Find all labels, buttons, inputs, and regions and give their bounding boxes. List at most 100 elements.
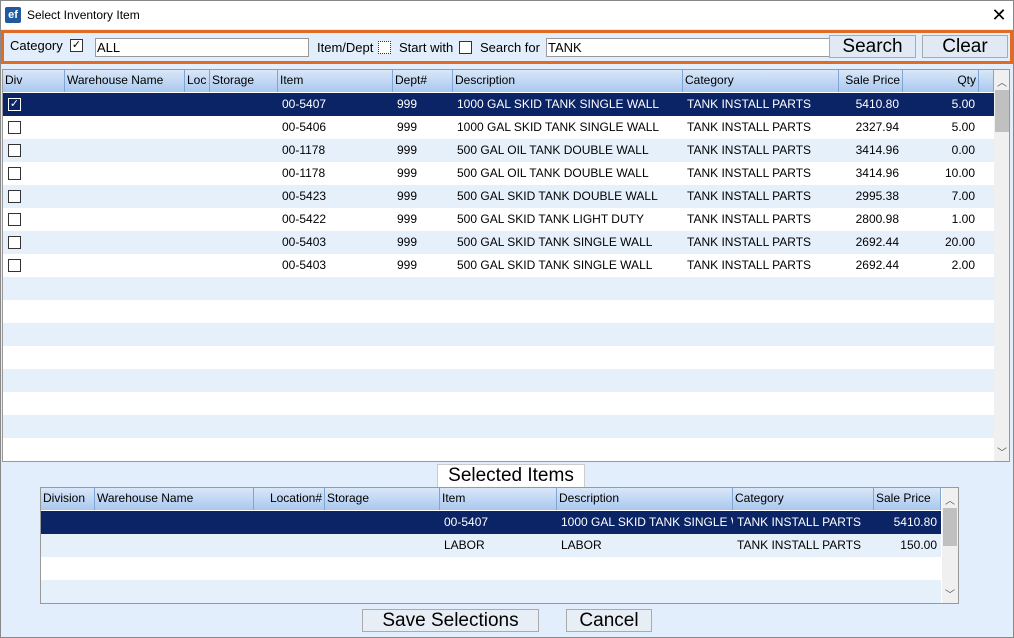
cell-dept: 999: [397, 166, 418, 180]
cell-category: TANK INSTALL PARTS: [687, 212, 812, 226]
table-row[interactable]: 00-5403 999 500 GAL SKID TANK SINGLE WALL T…: [3, 231, 994, 254]
cell-price: 5410.80: [855, 97, 899, 111]
scroll-thumb[interactable]: [943, 508, 957, 546]
table-row[interactable]: ✓ 00-5407 999 1000 GAL SKID TANK SINGLE WAL…: [3, 93, 994, 116]
column-header-loc[interactable]: Loc: [185, 70, 210, 92]
cell-price: 2995.38: [855, 189, 899, 203]
cell-qty: 20.00: [944, 235, 975, 249]
cell-price: 5410.80: [893, 515, 937, 529]
table-row[interactable]: 00-1178 999 500 GAL OIL TANK DOUBLE WALL TA…: [3, 139, 994, 162]
table-row[interactable]: 00-5407 1000 GAL SKID TANK SINGLE WALL TAN…: [41, 511, 941, 534]
empty-row: [3, 369, 994, 392]
cell-qty: 5.00: [951, 97, 975, 111]
column-header-sale-price[interactable]: Sale Price: [839, 70, 903, 92]
column-header-category[interactable]: Category: [733, 488, 874, 510]
table-row[interactable]: 00-5403 999 500 GAL SKID TANK SINGLE WALL T…: [3, 254, 994, 277]
scroll-thumb[interactable]: [995, 90, 1009, 132]
search-button[interactable]: Search: [829, 35, 916, 58]
scroll-down-icon[interactable]: ﹀: [945, 590, 955, 601]
cell-qty: 7.00: [951, 189, 975, 203]
cell-dept: 999: [397, 97, 418, 111]
category-input[interactable]: ALL: [95, 38, 309, 57]
cell-category: TANK INSTALL PARTS: [687, 120, 812, 134]
empty-row: [3, 392, 994, 415]
row-checkbox[interactable]: [8, 144, 21, 157]
cell-qty: 5.00: [951, 120, 975, 134]
column-header-sale-price[interactable]: Sale Price: [874, 488, 941, 510]
cell-price: 2692.44: [855, 235, 899, 249]
cancel-button[interactable]: Cancel: [566, 609, 652, 632]
row-checkbox[interactable]: ✓: [8, 98, 21, 111]
empty-row: [3, 323, 994, 346]
table-row[interactable]: 00-5406 999 1000 GAL SKID TANK SINGLE WALL…: [3, 116, 994, 139]
cell-description: 1000 GAL SKID TANK SINGLE WALL: [457, 97, 660, 111]
scroll-up-icon[interactable]: ︿: [997, 78, 1007, 89]
category-checkbox[interactable]: ✓: [70, 39, 83, 52]
category-label: Category: [10, 38, 63, 53]
empty-row: [41, 557, 941, 580]
column-header-warehouse-name[interactable]: Warehouse Name: [65, 70, 185, 92]
startwith-checkbox[interactable]: [459, 41, 472, 54]
cell-category: TANK INSTALL PARTS: [737, 538, 862, 552]
selected-scrollbar[interactable]: ︿ ﹀: [942, 488, 958, 603]
empty-row: [3, 300, 994, 323]
cell-item: 00-5423: [282, 189, 327, 203]
cell-item: 00-5422: [282, 212, 327, 226]
column-header-location-[interactable]: Location#: [254, 488, 325, 510]
cell-description: 500 GAL SKID TANK LIGHT DUTY: [457, 212, 644, 226]
cell-qty: 10.00: [944, 166, 975, 180]
column-header-dept-[interactable]: Dept#: [393, 70, 453, 92]
column-header-item[interactable]: Item: [278, 70, 393, 92]
cell-item: 00-5406: [282, 120, 327, 134]
column-header-division[interactable]: Division: [41, 488, 95, 510]
cell-category: TANK INSTALL PARTS: [687, 143, 812, 157]
cell-qty: 0.00: [951, 143, 975, 157]
close-icon[interactable]: ✕: [991, 5, 1007, 25]
scroll-down-icon[interactable]: ﹀: [997, 448, 1007, 459]
searchfor-label: Search for: [480, 40, 540, 55]
row-checkbox[interactable]: [8, 236, 21, 249]
cell-price: 2327.94: [855, 120, 899, 134]
itemdept-checkbox[interactable]: [378, 41, 391, 54]
table-row[interactable]: 00-5423 999 500 GAL SKID TANK DOUBLE WALL T…: [3, 185, 994, 208]
cell-dept: 999: [397, 235, 418, 249]
column-header-item[interactable]: Item: [440, 488, 557, 510]
cell-description: 500 GAL OIL TANK DOUBLE WALL: [457, 143, 649, 157]
save-selections-button[interactable]: Save Selections: [362, 609, 539, 632]
search-input[interactable]: TANK: [546, 38, 831, 57]
cell-qty: 1.00: [951, 212, 975, 226]
app-logo-icon: ef: [5, 7, 21, 23]
scroll-up-icon[interactable]: ︿: [945, 496, 955, 507]
row-checkbox[interactable]: [8, 259, 21, 272]
cell-price: 2692.44: [855, 258, 899, 272]
row-checkbox[interactable]: [8, 213, 21, 226]
table-row[interactable]: LABOR LABOR TANK INSTALL PARTS 150.00: [41, 534, 941, 557]
cell-item: 00-5407: [444, 515, 489, 529]
column-header-storage[interactable]: Storage: [325, 488, 440, 510]
cell-price: 3414.96: [855, 166, 899, 180]
startwith-label: Start with: [399, 40, 454, 55]
cell-dept: 999: [397, 120, 418, 134]
column-header-div[interactable]: Div: [3, 70, 65, 92]
row-checkbox[interactable]: [8, 121, 21, 134]
results-scrollbar[interactable]: ︿ ﹀: [994, 70, 1009, 461]
column-header-category[interactable]: Category: [683, 70, 839, 92]
column-header-qty[interactable]: Qty: [903, 70, 979, 92]
table-row[interactable]: 00-1178 999 500 GAL OIL TANK DOUBLE WALL TA…: [3, 162, 994, 185]
column-header-warehouse-name[interactable]: Warehouse Name: [95, 488, 254, 510]
title-bar: ef Select Inventory Item ✕: [0, 0, 1014, 29]
table-row[interactable]: 00-5422 999 500 GAL SKID TANK LIGHT DUTY TA…: [3, 208, 994, 231]
cell-description: 500 GAL SKID TANK DOUBLE WALL: [457, 189, 658, 203]
row-checkbox[interactable]: [8, 167, 21, 180]
cell-item: 00-1178: [282, 166, 326, 180]
column-header-description[interactable]: Description: [453, 70, 683, 92]
clear-button[interactable]: Clear: [922, 35, 1008, 58]
cell-price: 150.00: [900, 538, 937, 552]
cell-dept: 999: [397, 258, 418, 272]
row-checkbox[interactable]: [8, 190, 21, 203]
cell-dept: 999: [397, 189, 418, 203]
cell-description: 500 GAL SKID TANK SINGLE WALL: [457, 235, 653, 249]
cell-price: 3414.96: [855, 143, 899, 157]
column-header-description[interactable]: Description: [557, 488, 733, 510]
column-header-storage[interactable]: Storage: [210, 70, 278, 92]
